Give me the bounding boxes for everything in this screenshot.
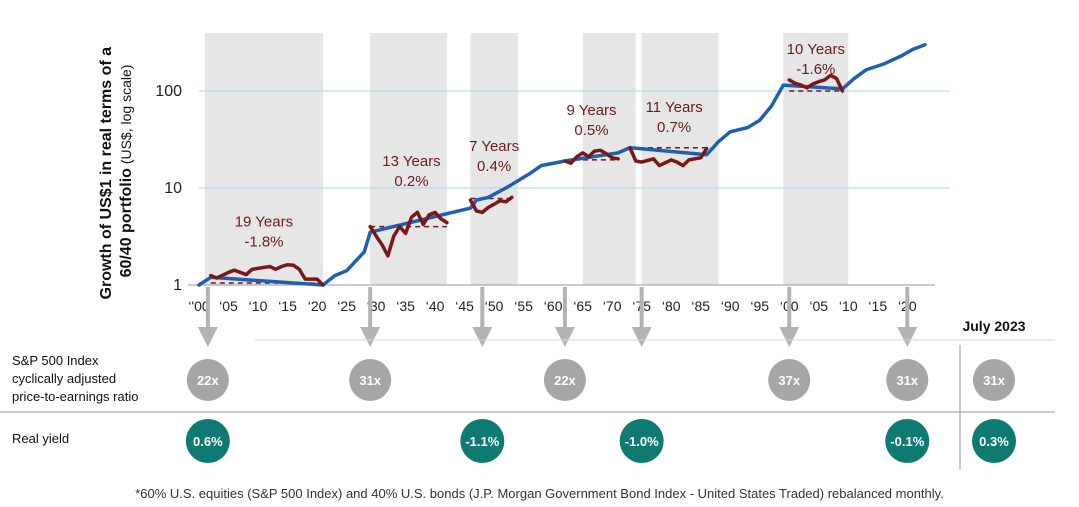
x-tick-label: ‘70 (603, 298, 622, 314)
arrow-head (360, 327, 381, 347)
y-axis-label: Growth of US$1 in real terms of a 60/40 … (98, 43, 135, 300)
arrow-head (554, 327, 575, 347)
drawdown-line-4 (563, 148, 620, 165)
annotation-years: 19 Years (235, 213, 293, 230)
x-tick-label: ‘35 (396, 298, 415, 314)
y-tick-label: 1 (173, 277, 182, 294)
series-lines (197, 42, 927, 287)
drawdown-line-3 (468, 195, 514, 215)
yield-badge-value: -0.1% (890, 434, 924, 449)
pe-badge (186, 359, 229, 401)
x-tick-label: ‘20 (308, 298, 327, 314)
arrow-head (897, 327, 918, 347)
yield-badge (619, 419, 664, 463)
x-tick-label: ‘40 (426, 298, 445, 314)
yield-badge (460, 419, 505, 463)
y-axis-label-line2-bold: 60/40 portfolio (118, 168, 135, 278)
footnote: *60% U.S. equities (S&P 500 Index) and 4… (135, 486, 944, 501)
drawdown-line-2 (368, 210, 449, 258)
x-tick-label: ‘95 (750, 298, 769, 314)
period-annotations: 19 Years -1.8% 13 Years 0.2% 7 Years 0.4% 9 Ye… (235, 41, 845, 250)
annotation-years: 10 Years (787, 41, 845, 58)
y-tick-label: 10 (164, 180, 182, 197)
pe-badge-value: 31x (896, 373, 918, 388)
annotation-return: 0.2% (394, 173, 428, 190)
arrow-head (779, 327, 800, 347)
annotation-return: 0.5% (574, 122, 608, 139)
pe-label-line3: price-to-earnings ratio (12, 389, 138, 404)
x-tick-label: ‘15 (868, 298, 887, 314)
x-tick-label: ‘80 (662, 298, 681, 314)
drawdown-line-6 (787, 73, 845, 93)
y-axis-label-line1: Growth of US$1 in real terms of a (98, 47, 115, 300)
x-tick-label: ‘45 (455, 298, 474, 314)
valuation-table: July 2023 S&P 500 Index cyclically adjus… (0, 318, 1055, 470)
shaded-period-2 (470, 33, 518, 285)
x-tick-label: ‘10 (249, 298, 268, 314)
pe-badge-value: 22x (554, 373, 576, 388)
annotation-return: 0.4% (477, 158, 511, 175)
growth-line-0 (197, 42, 927, 287)
x-tick-label: ‘60 (544, 298, 563, 314)
pe-badge (349, 359, 392, 401)
pe-badge (768, 359, 811, 401)
drawdown-line-5 (628, 145, 709, 168)
annotation-years: 13 Years (382, 153, 440, 170)
y-tick-label: 100 (155, 83, 182, 100)
yield-badge (972, 419, 1016, 463)
yield-badge-value: -1.0% (625, 434, 659, 449)
yield-badge-value: -1.1% (465, 434, 499, 449)
x-tick-label: ‘10 (839, 298, 858, 314)
shaded-period-0 (204, 33, 323, 285)
x-tick-label: ‘05 (809, 298, 828, 314)
shaded-period-3 (582, 33, 636, 285)
pe-badge (973, 359, 1015, 401)
shaded-periods (204, 33, 849, 285)
x-tick-label: ‘25 (337, 298, 356, 314)
arrow-head (631, 327, 652, 347)
yield-badge (185, 419, 230, 463)
drawdown-line-1 (209, 262, 325, 287)
pe-badge-value: 22x (197, 373, 219, 388)
real-yield-label: Real yield (12, 431, 69, 446)
pe-badge-value: 37x (778, 373, 800, 388)
pe-label-line1: S&P 500 Index (12, 353, 99, 368)
y-axis-label-line2-light: (US$, log scale) (118, 65, 134, 168)
x-tick-label: ‘90 (721, 298, 740, 314)
x-tick-label: ‘50 (485, 298, 504, 314)
annotation-return: -1.6% (796, 61, 835, 78)
pe-badge (543, 359, 586, 401)
yield-badge (885, 419, 930, 463)
pe-label-line2: cyclically adjusted (12, 371, 116, 386)
annotation-return: 0.7% (657, 119, 691, 136)
x-tick-label: ‘85 (691, 298, 710, 314)
arrow-head (472, 327, 493, 347)
x-tick-label: ‘65 (573, 298, 592, 314)
table-date-label: July 2023 (962, 318, 1025, 334)
yield-badge-value: 0.6% (193, 434, 223, 449)
annotation-years: 11 Years (646, 99, 703, 116)
shaded-period-5 (783, 33, 849, 285)
annotation-years: 7 Years (469, 138, 519, 155)
pe-badge-value: 31x (983, 373, 1005, 388)
yield-badge-value: 0.3% (979, 434, 1009, 449)
x-tick-label: ‘15 (278, 298, 297, 314)
pe-badge-value: 31x (359, 373, 381, 388)
x-tick-label: ‘55 (514, 298, 533, 314)
arrow-head (197, 327, 218, 347)
pe-badge (886, 359, 929, 401)
x-tick-label: ‘05 (219, 298, 238, 314)
arrows (197, 287, 918, 347)
annotation-return: -1.8% (244, 233, 283, 250)
annotation-years: 9 Years (566, 102, 616, 119)
x-tick-label: ‘'00 (188, 298, 210, 314)
